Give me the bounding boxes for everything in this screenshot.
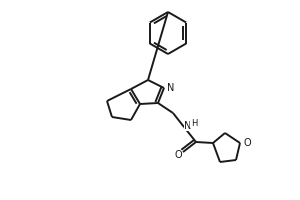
Text: O: O bbox=[174, 150, 182, 160]
Text: N: N bbox=[167, 83, 175, 93]
Text: N: N bbox=[184, 121, 192, 131]
Text: O: O bbox=[243, 138, 251, 148]
Text: H: H bbox=[191, 118, 197, 128]
